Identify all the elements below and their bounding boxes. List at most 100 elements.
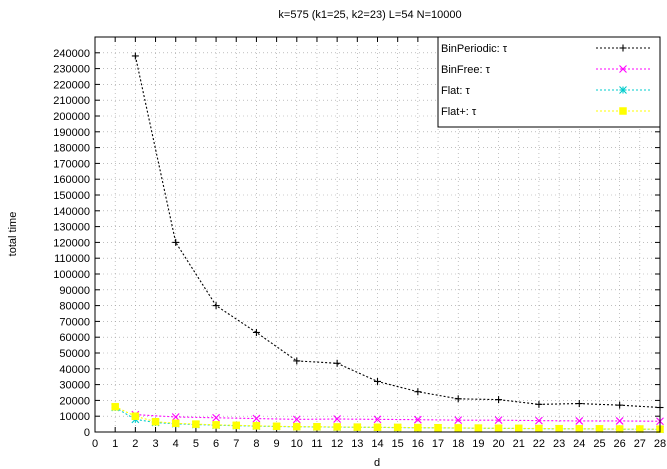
- data-point: [535, 400, 543, 408]
- data-point: [535, 424, 543, 433]
- series-group: [111, 52, 664, 434]
- legend-item: Flat: τ: [441, 85, 650, 97]
- series-line: [134, 55, 661, 409]
- data-point: [111, 402, 119, 411]
- legend-item: Flat+: τ: [441, 106, 650, 118]
- data-point: [595, 425, 604, 433]
- legend-swatch-marker: [619, 86, 627, 94]
- x-tick-label: 6: [213, 438, 219, 450]
- data-point: [373, 423, 382, 432]
- data-point: [252, 328, 260, 336]
- legend-label: Flat+: τ: [441, 106, 477, 118]
- data-point: [212, 413, 220, 422]
- data-point: [636, 425, 644, 433]
- x-tick-label: 3: [152, 438, 158, 450]
- data-point: [333, 415, 342, 423]
- series-3: [111, 402, 664, 433]
- data-point: [151, 417, 160, 426]
- x-tick-label: 19: [472, 438, 484, 450]
- data-point: [252, 414, 261, 423]
- legend-label: Flat: τ: [441, 85, 470, 97]
- y-tick-label: 60000: [59, 332, 90, 344]
- x-tick-label: 23: [553, 438, 565, 450]
- x-tick-label: 17: [432, 438, 444, 450]
- data-point: [353, 423, 362, 431]
- data-point: [192, 420, 200, 428]
- y-tick-label: 160000: [53, 174, 90, 186]
- data-point: [232, 421, 240, 430]
- y-tick-label: 200000: [53, 111, 90, 123]
- x-tick-label: 13: [351, 438, 363, 450]
- y-axis-title: total time: [7, 212, 19, 257]
- data-point: [212, 302, 220, 310]
- data-point: [292, 415, 301, 424]
- data-point: [172, 238, 180, 246]
- x-tick-label: 15: [392, 438, 404, 450]
- data-point: [414, 388, 422, 396]
- y-tick-label: 220000: [53, 79, 90, 91]
- data-point: [555, 424, 563, 433]
- data-point: [454, 416, 463, 425]
- legend-box: [437, 36, 661, 128]
- legend: BinPeriodic: τ BinFree: τ Flat: τ Flat+: τ: [437, 36, 661, 128]
- data-point: [495, 396, 503, 404]
- series-line: [114, 406, 661, 430]
- x-tick-label: 24: [573, 438, 585, 450]
- y-tick-label: 30000: [59, 380, 90, 392]
- x-tick-label: 1: [112, 438, 118, 450]
- data-point: [575, 417, 584, 425]
- axis-ticks: 0 10000 20000 30000 40000 50000 60000 70000 8000…: [53, 37, 666, 450]
- y-tick-label: 140000: [53, 206, 90, 218]
- data-point: [373, 415, 382, 424]
- legend-label: BinPeriodic: τ: [441, 43, 508, 55]
- x-tick-label: 4: [173, 438, 179, 450]
- data-point: [515, 424, 523, 433]
- data-point: [575, 425, 584, 433]
- y-tick-label: 120000: [53, 237, 90, 249]
- x-tick-label: 14: [371, 438, 383, 450]
- data-point: [494, 416, 503, 425]
- x-tick-label: 5: [193, 438, 199, 450]
- x-tick-label: 28: [654, 438, 666, 450]
- x-tick-label: 7: [233, 438, 239, 450]
- x-tick-label: 21: [513, 438, 525, 450]
- data-point: [414, 423, 422, 432]
- series-line: [135, 414, 661, 422]
- data-point: [131, 52, 139, 60]
- x-tick-label: 10: [291, 438, 303, 450]
- data-point: [252, 422, 261, 430]
- y-tick-label: 210000: [53, 95, 90, 107]
- data-point: [434, 423, 442, 432]
- data-point: [171, 413, 180, 421]
- legend-swatch-marker: [619, 107, 627, 115]
- data-point: [494, 424, 503, 432]
- x-tick-label: 20: [492, 438, 504, 450]
- x-tick-label: 9: [274, 438, 280, 450]
- data-point: [616, 401, 624, 409]
- y-tick-label: 130000: [53, 222, 90, 234]
- x-tick-label: 0: [92, 438, 98, 450]
- x-tick-label: 2: [132, 438, 138, 450]
- data-point: [615, 425, 624, 433]
- y-tick-label: 190000: [53, 127, 90, 139]
- y-tick-label: 10000: [59, 411, 90, 423]
- y-tick-label: 90000: [59, 285, 90, 297]
- legend-label: BinFree: τ: [441, 64, 491, 76]
- data-point: [333, 359, 341, 367]
- data-point: [374, 377, 381, 385]
- y-tick-label: 240000: [53, 48, 90, 60]
- x-tick-label: 26: [614, 438, 626, 450]
- series-0: [131, 52, 664, 412]
- y-tick-label: 230000: [53, 64, 90, 76]
- x-axis-title: d: [374, 457, 380, 469]
- x-tick-label: 22: [533, 438, 545, 450]
- data-point: [535, 416, 543, 425]
- data-point: [454, 395, 462, 403]
- y-tick-label: 70000: [59, 316, 90, 328]
- y-tick-label: 150000: [53, 190, 90, 202]
- y-tick-label: 20000: [59, 395, 90, 407]
- data-point: [333, 423, 341, 431]
- y-tick-label: 40000: [59, 364, 90, 376]
- data-point: [615, 417, 624, 425]
